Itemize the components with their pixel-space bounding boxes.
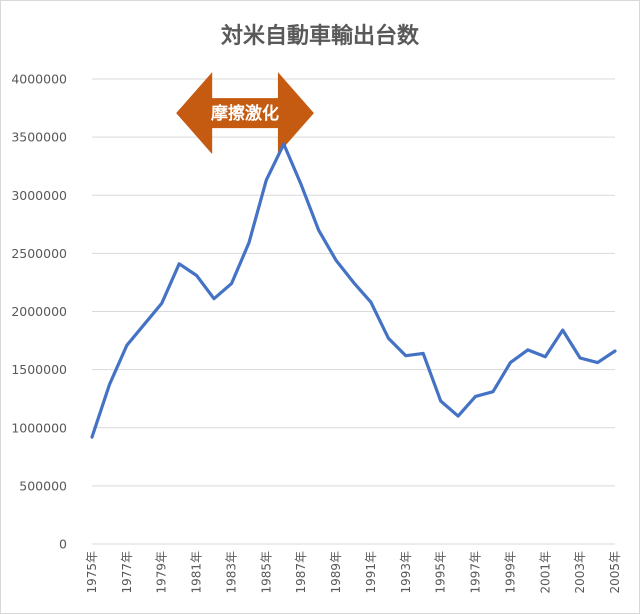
x-tick-label: 1999年 — [503, 551, 517, 594]
y-tick-label: 1000000 — [11, 420, 67, 435]
data-point — [142, 322, 147, 327]
y-tick-label: 500000 — [19, 478, 67, 493]
data-point — [229, 281, 234, 286]
x-tick-label: 1997年 — [469, 551, 483, 594]
data-point — [456, 414, 461, 419]
data-point — [560, 328, 565, 333]
data-point — [595, 360, 600, 365]
x-tick-label: 1979年 — [155, 551, 169, 594]
x-tick-label: 2003年 — [573, 551, 587, 594]
x-tick-label: 1989年 — [329, 551, 343, 594]
chart-title: 対米自動車輸出台数 — [221, 23, 420, 49]
annotation-label: 摩擦激化 — [211, 103, 279, 124]
y-tick-label: 2500000 — [11, 246, 67, 261]
x-tick-label: 1991年 — [364, 551, 378, 594]
y-tick-label: 3000000 — [11, 188, 67, 203]
data-point — [613, 349, 618, 354]
x-tick-label: 1981年 — [190, 551, 204, 594]
data-point — [90, 435, 95, 440]
x-tick-label: 2005年 — [608, 551, 622, 594]
data-point — [351, 280, 356, 285]
x-tick-label: 1995年 — [434, 551, 448, 594]
data-point — [543, 354, 548, 359]
data-point — [316, 228, 321, 233]
data-point — [264, 178, 269, 183]
data-point — [403, 353, 408, 358]
y-tick-label: 1500000 — [11, 362, 67, 377]
data-point — [212, 296, 217, 301]
data-point — [124, 343, 129, 348]
x-tick-label: 1975年 — [85, 551, 99, 594]
data-point — [508, 360, 513, 365]
y-tick-label: 0 — [59, 537, 67, 552]
annotation-double-arrow — [176, 72, 314, 155]
data-point — [194, 273, 199, 278]
data-point — [473, 394, 478, 399]
data-point — [281, 142, 286, 147]
data-point — [246, 240, 251, 245]
x-tick-label: 2001年 — [538, 551, 552, 594]
data-point — [159, 301, 164, 306]
data-point — [386, 336, 391, 341]
data-point — [177, 261, 182, 266]
x-tick-label: 1987年 — [294, 551, 308, 594]
data-point — [368, 300, 373, 305]
y-tick-label: 3500000 — [11, 130, 67, 145]
data-point — [334, 258, 339, 263]
data-point — [525, 347, 530, 352]
data-point — [490, 389, 495, 394]
data-point — [438, 399, 443, 404]
data-point — [421, 351, 426, 356]
data-point — [107, 382, 112, 387]
x-tick-label: 1993年 — [399, 551, 413, 594]
series-line — [90, 142, 617, 439]
x-tick-label: 1983年 — [224, 551, 238, 594]
x-tick-label: 1977年 — [120, 551, 134, 594]
y-tick-label: 4000000 — [11, 72, 67, 87]
data-point — [578, 356, 583, 361]
x-tick-label: 1985年 — [259, 551, 273, 594]
data-point — [299, 182, 304, 187]
y-tick-label: 2000000 — [11, 304, 67, 319]
